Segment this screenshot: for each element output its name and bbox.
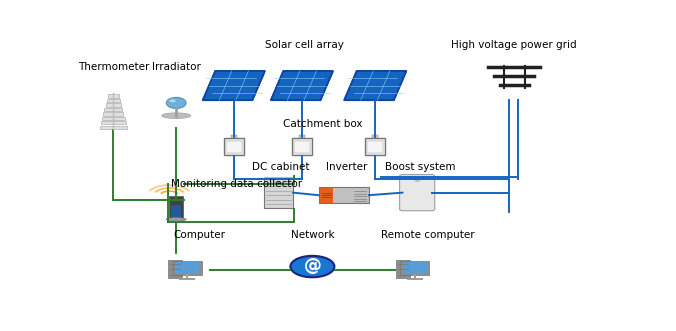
FancyBboxPatch shape — [400, 174, 435, 211]
Text: Remote computer: Remote computer — [381, 230, 475, 240]
Bar — [172, 205, 181, 217]
Text: Monitoring data collector: Monitoring data collector — [171, 179, 302, 189]
FancyBboxPatch shape — [105, 103, 121, 107]
Text: Thermometer: Thermometer — [78, 62, 149, 72]
Text: Catchment box: Catchment box — [283, 119, 362, 129]
FancyBboxPatch shape — [102, 117, 124, 120]
Text: Irradiator: Irradiator — [151, 62, 201, 72]
Bar — [179, 278, 195, 280]
Text: DC cabinet: DC cabinet — [252, 162, 310, 172]
FancyBboxPatch shape — [396, 260, 410, 278]
FancyBboxPatch shape — [170, 197, 183, 219]
Text: @: @ — [304, 257, 321, 274]
Polygon shape — [203, 71, 265, 100]
Bar — [174, 261, 199, 274]
Polygon shape — [344, 71, 406, 100]
FancyBboxPatch shape — [264, 177, 293, 208]
FancyBboxPatch shape — [319, 187, 368, 204]
FancyBboxPatch shape — [101, 121, 126, 124]
Ellipse shape — [170, 99, 176, 102]
FancyBboxPatch shape — [224, 138, 244, 155]
FancyBboxPatch shape — [105, 108, 122, 111]
Ellipse shape — [166, 97, 186, 109]
Bar — [407, 278, 422, 280]
FancyBboxPatch shape — [368, 141, 383, 153]
Bar — [264, 177, 293, 180]
Text: Boost system: Boost system — [385, 162, 455, 172]
Bar — [403, 261, 427, 274]
Text: Inverter: Inverter — [326, 162, 367, 172]
FancyBboxPatch shape — [103, 112, 123, 116]
Polygon shape — [271, 71, 333, 100]
FancyBboxPatch shape — [168, 260, 182, 278]
FancyBboxPatch shape — [400, 260, 429, 275]
Bar — [231, 135, 237, 138]
FancyBboxPatch shape — [107, 99, 120, 102]
Text: Computer: Computer — [174, 230, 226, 240]
FancyBboxPatch shape — [226, 141, 241, 153]
Circle shape — [291, 256, 335, 277]
Bar — [319, 187, 333, 204]
FancyBboxPatch shape — [172, 260, 201, 275]
FancyBboxPatch shape — [108, 94, 118, 98]
FancyBboxPatch shape — [365, 138, 385, 155]
Ellipse shape — [162, 113, 191, 118]
Text: Solar cell array: Solar cell array — [265, 40, 344, 50]
Text: High voltage power grid: High voltage power grid — [452, 40, 577, 50]
FancyBboxPatch shape — [99, 125, 127, 129]
Text: Network: Network — [291, 230, 334, 240]
Ellipse shape — [166, 217, 186, 221]
Bar — [372, 135, 379, 138]
Bar — [299, 135, 305, 138]
FancyBboxPatch shape — [292, 138, 312, 155]
Circle shape — [414, 179, 420, 182]
Circle shape — [276, 182, 281, 184]
FancyBboxPatch shape — [294, 141, 310, 153]
